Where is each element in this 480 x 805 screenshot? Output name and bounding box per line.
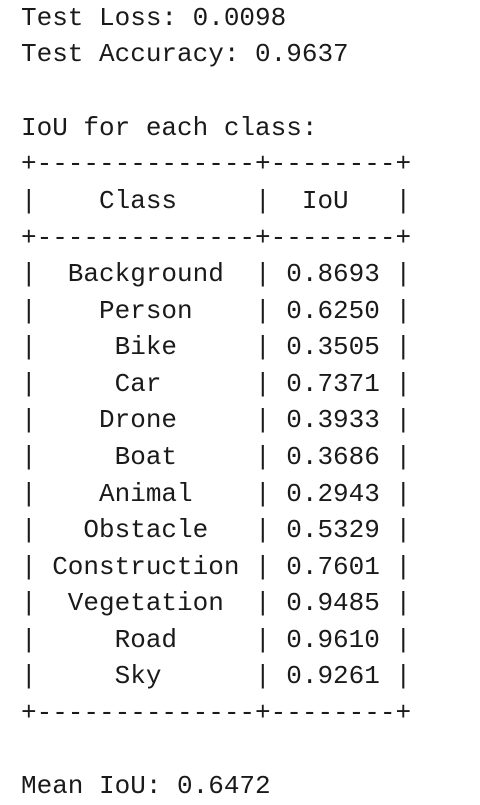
table-border-top: +--------------+--------+ bbox=[21, 149, 412, 179]
table-row: | Animal | 0.2943 | bbox=[21, 479, 412, 509]
table-border-bottom: +--------------+--------+ bbox=[21, 698, 412, 728]
mean-iou-line: Mean IoU: 0.6472 bbox=[21, 771, 271, 801]
table-row: | Drone | 0.3933 | bbox=[21, 405, 412, 435]
table-header: | Class | IoU | bbox=[21, 186, 412, 216]
table-row: | Person | 0.6250 | bbox=[21, 296, 412, 326]
test-accuracy-line: Test Accuracy: 0.9637 bbox=[21, 39, 349, 69]
table-row: | Road | 0.9610 | bbox=[21, 625, 412, 655]
table-row: | Obstacle | 0.5329 | bbox=[21, 515, 412, 545]
table-row: | Bike | 0.3505 | bbox=[21, 332, 412, 362]
table-row: | Boat | 0.3686 | bbox=[21, 442, 412, 472]
table-row: | Vegetation | 0.9485 | bbox=[21, 588, 412, 618]
table-row: | Background | 0.8693 | bbox=[21, 259, 412, 289]
table-border-mid: +--------------+--------+ bbox=[21, 223, 412, 253]
iou-heading-line: IoU for each class: bbox=[21, 113, 318, 143]
table-row: | Car | 0.7371 | bbox=[21, 369, 412, 399]
table-row: | Sky | 0.9261 | bbox=[21, 661, 412, 691]
test-loss-line: Test Loss: 0.0098 bbox=[21, 3, 287, 33]
table-row: | Construction | 0.7601 | bbox=[21, 552, 412, 582]
